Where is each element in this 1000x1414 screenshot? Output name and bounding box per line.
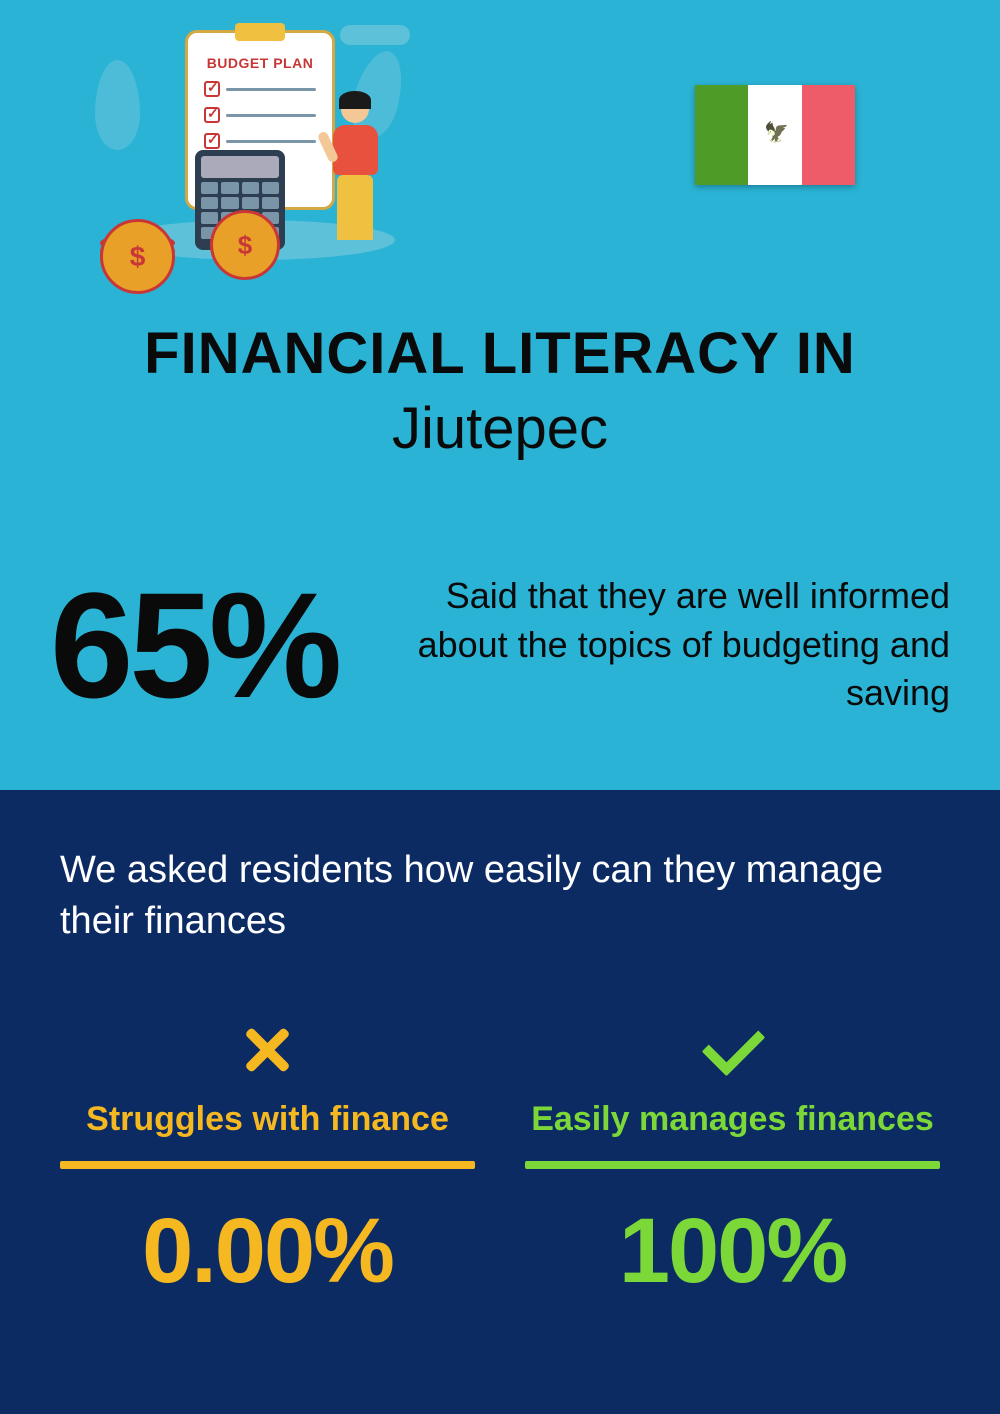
x-icon bbox=[240, 1023, 295, 1078]
survey-question: We asked residents how easily can they m… bbox=[60, 845, 940, 948]
flag-stripe-green bbox=[695, 85, 748, 185]
coins-icon: $ bbox=[100, 219, 175, 268]
response-row: Struggles with finance 0.00% Easily mana… bbox=[60, 1013, 940, 1304]
top-section: BUDGET PLAN $ $ bbox=[0, 0, 1000, 790]
mexico-flag-icon bbox=[695, 85, 855, 185]
title-block: FINANCIAL LITERACY IN Jiutepec bbox=[0, 320, 1000, 462]
struggles-value: 0.00% bbox=[60, 1199, 475, 1304]
response-manages: Easily manages finances 100% bbox=[525, 1013, 940, 1304]
struggles-label: Struggles with finance bbox=[60, 1100, 475, 1139]
budget-plan-label: BUDGET PLAN bbox=[200, 55, 320, 71]
title-location: Jiutepec bbox=[0, 395, 1000, 462]
check-icon bbox=[698, 1025, 768, 1075]
bottom-section: We asked residents how easily can they m… bbox=[0, 790, 1000, 1414]
headline-stat: 65% Said that they are well informed abo… bbox=[50, 570, 950, 720]
divider-green bbox=[525, 1161, 940, 1169]
flag-stripe-white bbox=[748, 85, 801, 185]
response-struggles: Struggles with finance 0.00% bbox=[60, 1013, 475, 1304]
title-main: FINANCIAL LITERACY IN bbox=[0, 320, 1000, 387]
headline-description: Said that they are well informed about t… bbox=[368, 572, 950, 718]
flag-emblem-icon bbox=[760, 120, 790, 150]
budget-illustration: BUDGET PLAN $ $ bbox=[90, 20, 420, 290]
flag-stripe-red bbox=[802, 85, 855, 185]
coin-icon: $ bbox=[210, 210, 280, 280]
headline-percent: 65% bbox=[50, 570, 338, 720]
manages-value: 100% bbox=[525, 1199, 940, 1304]
divider-yellow bbox=[60, 1161, 475, 1169]
manages-label: Easily manages finances bbox=[525, 1100, 940, 1139]
person-icon bbox=[320, 95, 390, 255]
